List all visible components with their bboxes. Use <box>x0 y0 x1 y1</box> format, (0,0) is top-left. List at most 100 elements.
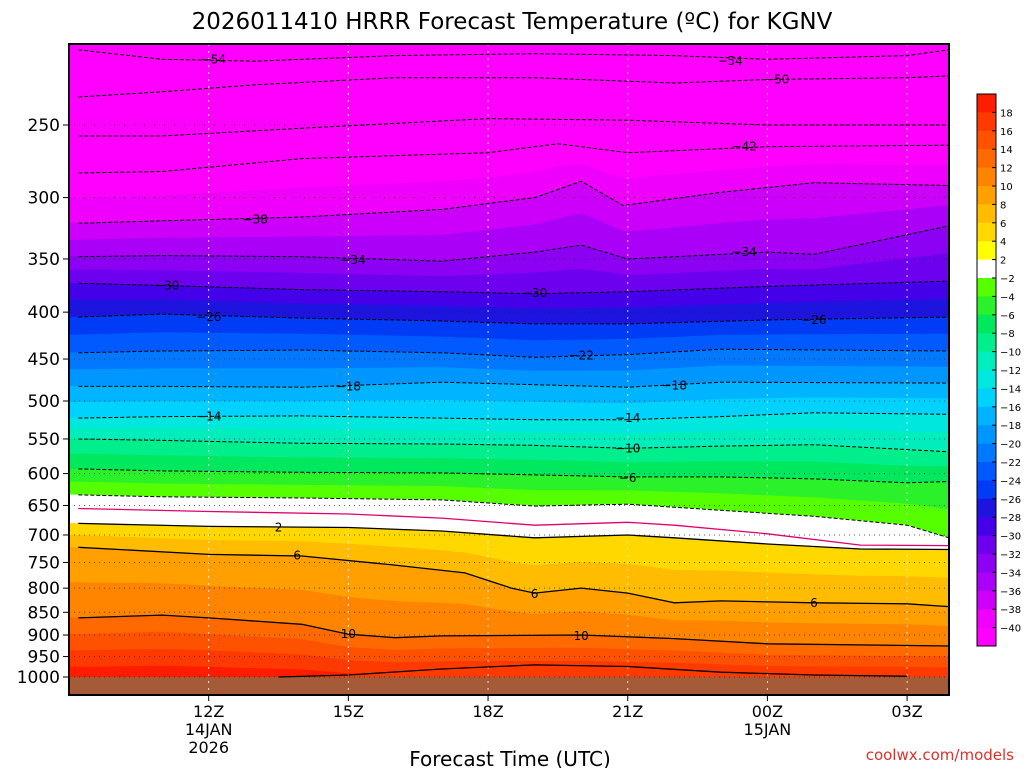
contour-line <box>78 225 949 262</box>
colorbar-label: −36 <box>1000 587 1021 598</box>
colorbar-label: −10 <box>1000 348 1021 359</box>
grid-lines <box>69 44 949 695</box>
x-tick-label: 12Z <box>193 702 224 721</box>
colorbar-swatch <box>977 149 996 169</box>
y-tick-label: 250 <box>28 116 60 136</box>
y-tick-label: 750 <box>28 553 60 573</box>
contour-label: −34 <box>340 253 365 267</box>
y-tick-label: 700 <box>28 526 60 546</box>
contour-line <box>78 75 949 98</box>
contour-label: −54 <box>717 54 742 68</box>
colorbar-label: 10 <box>1000 182 1013 193</box>
colorbar-label: −8 <box>1000 329 1015 340</box>
colorbar-swatch <box>977 406 996 426</box>
contour-label: −22 <box>569 348 594 362</box>
colorbar-swatch <box>977 333 996 353</box>
contour-line <box>78 546 949 608</box>
contour-line <box>78 280 949 295</box>
colorbar-label: −4 <box>1000 292 1015 303</box>
contour-line <box>78 614 949 647</box>
contour-label: 6 <box>810 596 818 610</box>
colorbar-label: 2 <box>1000 256 1006 267</box>
colorbar-swatch <box>977 167 996 187</box>
x-axis-label: Forecast Time (UTC) <box>409 747 611 768</box>
x-tick-label: 2026 <box>188 738 229 757</box>
contour-label: −6 <box>619 471 637 485</box>
x-tick-label: 15JAN <box>744 720 792 739</box>
contour-line <box>78 381 949 388</box>
contour-label: −18 <box>662 379 687 393</box>
colorbar-label: 18 <box>1000 108 1013 119</box>
x-tick-label: 15Z <box>333 702 364 721</box>
contour-line <box>78 507 949 547</box>
colorbar-swatch <box>977 222 996 242</box>
contour-label: −54 <box>201 52 226 66</box>
colorbar-swatch <box>977 296 996 316</box>
contour-line <box>78 468 949 484</box>
y-tick-label: 950 <box>28 648 60 668</box>
colorbar-swatch <box>977 130 996 150</box>
contour-line <box>78 143 949 174</box>
colorbar-label: −6 <box>1000 311 1015 322</box>
colorbar-label: 8 <box>1000 200 1006 211</box>
colorbar-swatch <box>977 370 996 389</box>
colorbar-label: −14 <box>1000 384 1021 395</box>
contour-label: −50 <box>764 72 789 86</box>
colorbar-swatch <box>977 259 996 279</box>
contour-line <box>78 438 949 453</box>
colorbar-label: −28 <box>1000 513 1021 524</box>
contour-line <box>78 180 949 224</box>
colorbar-label: −32 <box>1000 550 1021 561</box>
y-tick-label: 900 <box>28 626 60 646</box>
x-tick-label: 00Z <box>752 702 783 721</box>
y-axis: 250 300 350 400 450 500 550 600 650 700 750 800 850 9… <box>17 116 69 688</box>
y-tick-label: 1000 <box>17 668 60 688</box>
colorbar-swatch <box>977 351 996 371</box>
colorbar-label: 14 <box>1000 145 1013 156</box>
colorbar-swatch <box>977 609 996 629</box>
colorbar-swatch <box>977 241 996 261</box>
x-tick-label: 21Z <box>612 702 643 721</box>
colorbar-swatch <box>977 572 996 592</box>
contour-label: 10 <box>341 627 356 641</box>
field-bands <box>69 44 949 695</box>
colorbar-label: −30 <box>1000 532 1021 543</box>
contour-label: 2 <box>275 521 283 535</box>
x-tick-label: 03Z <box>891 702 922 721</box>
y-tick-label: 500 <box>28 392 60 412</box>
y-tick-label: 550 <box>28 430 60 450</box>
contour-label: −10 <box>615 441 640 455</box>
contour-line <box>78 118 949 137</box>
contour-line <box>78 348 949 358</box>
colorbar-label: 16 <box>1000 127 1013 138</box>
chart-title: 2026011410 HRRR Forecast Temperature (ºC… <box>192 9 833 35</box>
y-tick-label: 350 <box>28 250 60 270</box>
y-tick-label: 650 <box>28 496 60 516</box>
contour-lines: −54 −54 −50 −42 −38 −34 −34 −30 −30 −26 −26 −22 −18 −… <box>78 49 949 678</box>
colorbar-swatch <box>977 462 996 481</box>
contour-label: −38 <box>243 213 268 227</box>
colorbar-label: −18 <box>1000 421 1021 432</box>
credit-text: coolwx.com/models <box>866 746 1014 764</box>
colorbar-label: 4 <box>1000 237 1006 248</box>
contour-label: −34 <box>731 245 756 259</box>
colorbar-label: −38 <box>1000 605 1021 616</box>
y-tick-label: 800 <box>28 579 60 599</box>
colorbar-swatch <box>977 388 996 408</box>
colorbar-swatch <box>977 554 996 573</box>
colorbar-label: −40 <box>1000 624 1021 635</box>
y-tick-label: 600 <box>28 465 60 485</box>
contour-label: 10 <box>574 629 589 643</box>
y-tick-label: 450 <box>28 350 60 370</box>
y-tick-label: 850 <box>28 603 60 623</box>
contour-line <box>78 313 949 325</box>
colorbar-label: −34 <box>1000 568 1021 579</box>
x-tick-label: 14JAN <box>185 720 233 739</box>
contour-line <box>78 494 949 539</box>
x-tick-label: 18Z <box>472 702 503 721</box>
colorbar-swatch <box>977 627 996 647</box>
colorbar-swatch <box>977 590 996 610</box>
colorbar-label: −22 <box>1000 458 1021 469</box>
colorbar-swatch <box>977 186 996 205</box>
